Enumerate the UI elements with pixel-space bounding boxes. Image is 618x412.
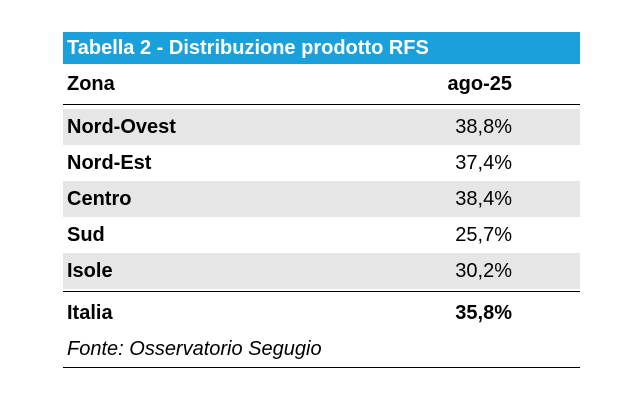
row-zone: Nord-Est <box>67 152 152 174</box>
row-value: 25,7% <box>455 224 512 246</box>
row-zone: Isole <box>67 260 113 282</box>
total-row: Italia 35,8% <box>63 291 580 334</box>
row-value: 37,4% <box>455 152 512 174</box>
table-row: Sud 25,7% <box>63 217 580 253</box>
table-row: Nord-Est 37,4% <box>63 145 580 181</box>
row-value: 38,4% <box>455 188 512 210</box>
row-value: 30,2% <box>455 260 512 282</box>
row-zone: Sud <box>67 224 105 246</box>
table-row: Isole 30,2% <box>63 253 580 289</box>
total-value: 35,8% <box>455 302 512 324</box>
row-zone: Centro <box>67 188 132 210</box>
total-zone: Italia <box>67 302 113 324</box>
row-zone: Nord-Ovest <box>67 116 176 138</box>
table-header-row: Zona ago-25 <box>63 64 580 105</box>
table-title: Tabella 2 - Distribuzione prodotto RFS <box>63 32 580 64</box>
distribution-table: Tabella 2 - Distribuzione prodotto RFS Z… <box>63 32 580 368</box>
header-value: ago-25 <box>447 73 512 95</box>
table-row: Centro 38,4% <box>63 181 580 217</box>
header-zone: Zona <box>67 73 115 95</box>
row-value: 38,8% <box>455 116 512 138</box>
table-row: Nord-Ovest 38,8% <box>63 109 580 145</box>
source-note: Fonte: Osservatorio Segugio <box>63 334 580 368</box>
table-body: Nord-Ovest 38,8% Nord-Est 37,4% Centro 3… <box>63 109 580 289</box>
